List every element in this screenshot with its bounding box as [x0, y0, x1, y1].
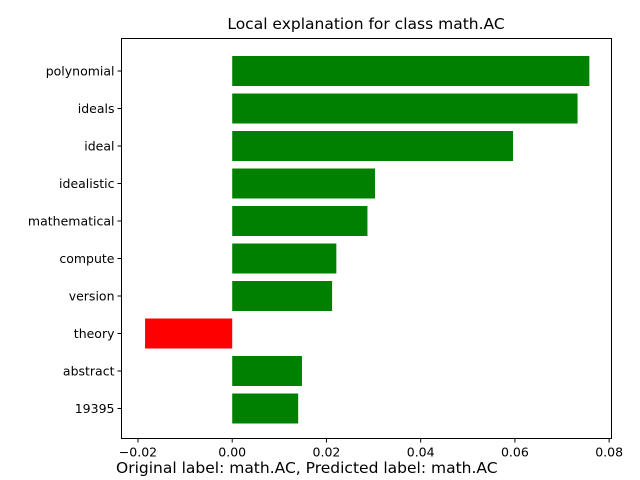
bar-mathematical — [232, 206, 368, 236]
bar-version — [232, 281, 333, 311]
bar-compute — [232, 243, 337, 274]
x-tick-label: 0.00 — [218, 445, 246, 460]
bars — [145, 56, 590, 424]
y-tick-label: compute — [59, 251, 114, 266]
x-tick-label: 0.04 — [407, 445, 435, 460]
x-tick-label: −0.02 — [119, 445, 157, 460]
bar-19395 — [232, 393, 299, 424]
x-tick-label: 0.06 — [501, 445, 529, 460]
y-tick-label: version — [69, 289, 115, 304]
bar-polynomial — [232, 56, 590, 86]
axes-frame — [121, 38, 612, 439]
y-tick-label: ideal — [84, 139, 114, 154]
y-tick-label: theory — [74, 326, 115, 341]
bar-theory — [145, 318, 233, 349]
bar-idealistic — [232, 168, 375, 199]
x-tick-label: 0.08 — [595, 445, 623, 460]
y-tick-label: 19395 — [75, 401, 115, 416]
x-axis-ticks: −0.02 0.00 0.02 0.04 0.06 0.08 — [119, 438, 623, 460]
y-tick-label: polynomial — [46, 64, 115, 79]
bar-ideal — [232, 131, 514, 161]
bar-abstract — [232, 356, 302, 386]
y-axis-ticks: polynomial ideals ideal idealistic mathemati… — [28, 64, 122, 416]
label-caption: Original label: math.AC, Predicted label… — [116, 459, 498, 477]
y-tick-label: ideals — [78, 101, 115, 116]
bar-ideals — [232, 93, 578, 124]
y-tick-label: abstract — [63, 364, 115, 379]
y-tick-label: mathematical — [28, 214, 115, 229]
chart-title: Local explanation for class math.AC — [227, 15, 504, 33]
y-tick-label: idealistic — [59, 176, 115, 191]
x-tick-label: 0.02 — [313, 445, 341, 460]
